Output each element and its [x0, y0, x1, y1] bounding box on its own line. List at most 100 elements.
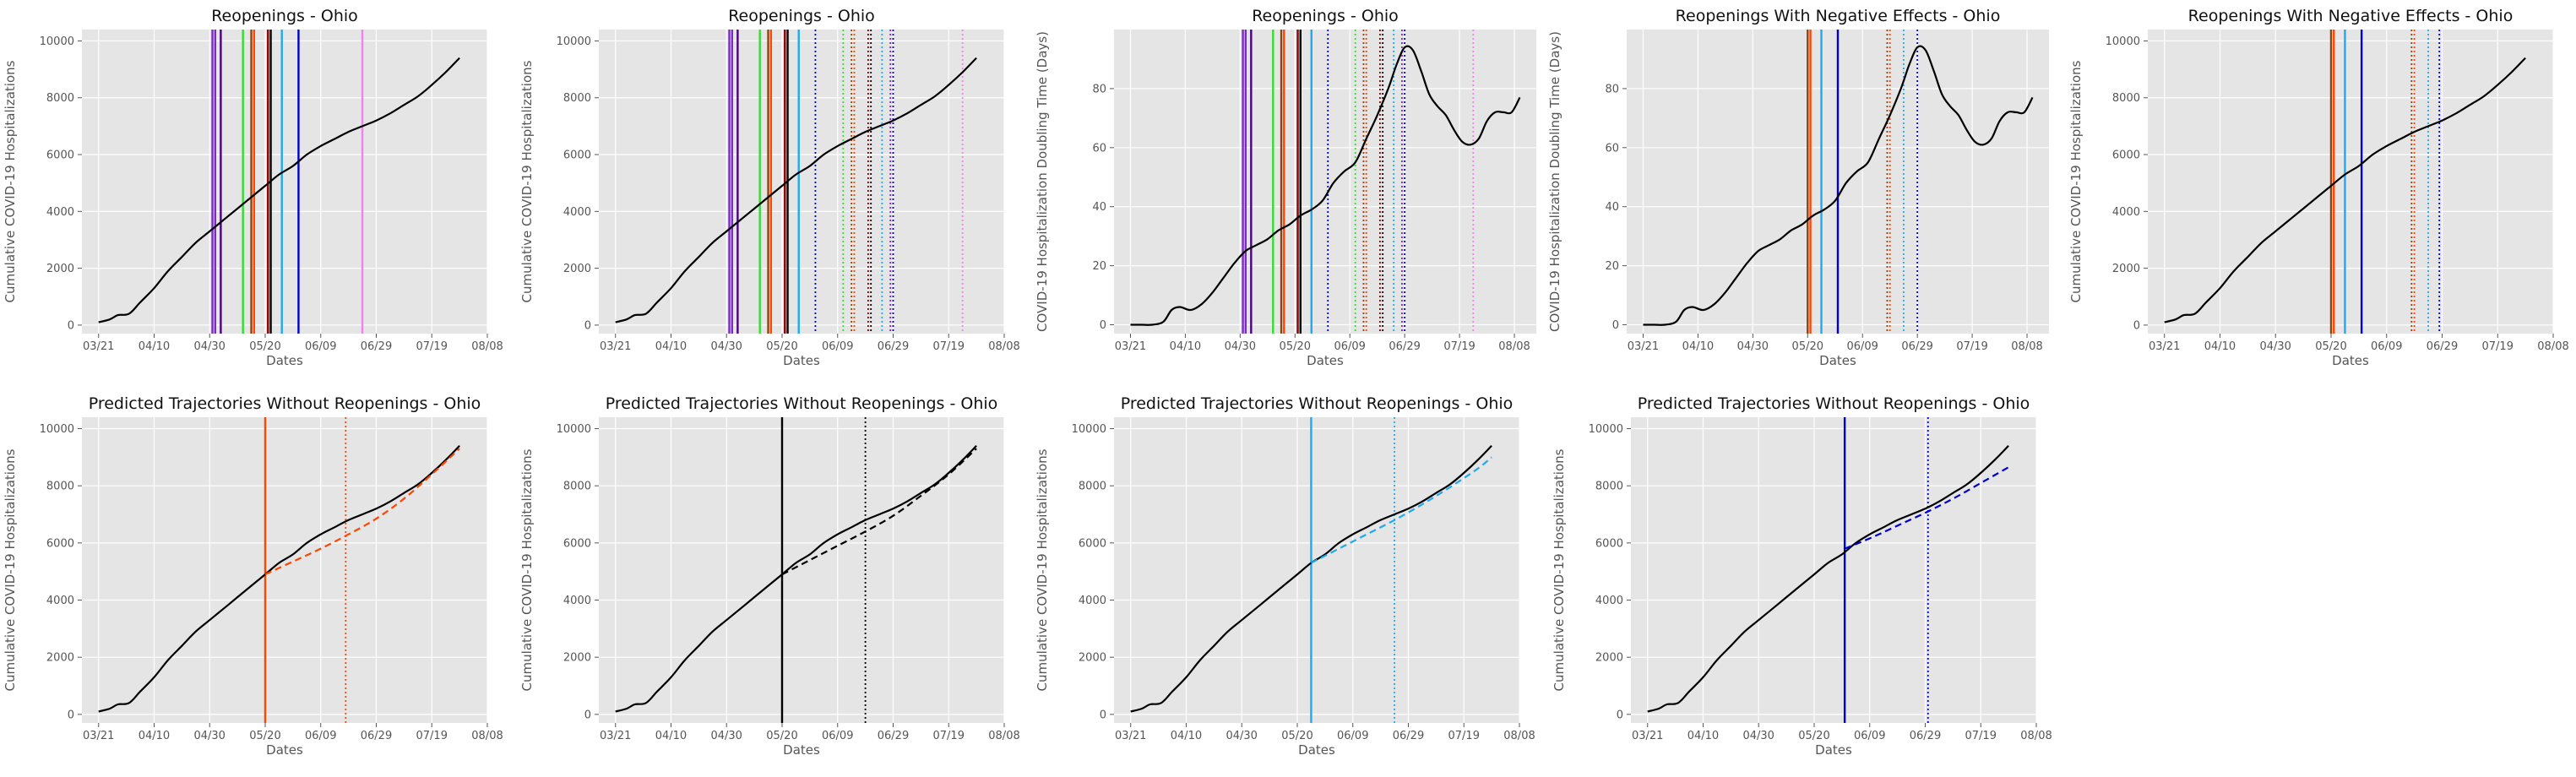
x-tick-label: 06/09 — [305, 340, 336, 353]
y-tick-label: 0 — [68, 319, 74, 332]
observed-line — [1647, 445, 2009, 713]
x-tick-label: 06/29 — [1901, 340, 1932, 353]
y-tick-label: 8000 — [46, 92, 74, 105]
x-tick-label: 07/19 — [933, 730, 965, 742]
x-tick-label: 06/29 — [361, 340, 392, 353]
chart-panel: 03/21 04/10 04/30 05/20 06/09 06/29 07/19 08/08… — [1036, 394, 1535, 758]
plot-area — [599, 30, 1004, 334]
x-tick-label: 08/08 — [988, 340, 1019, 353]
x-tick-label: 06/29 — [2427, 340, 2458, 353]
x-tick-label: 05/20 — [1280, 340, 1311, 353]
chart-title: Reopenings With Negative Effects - Ohio — [1676, 7, 2001, 25]
x-tick-label: 06/29 — [1389, 340, 1420, 353]
y-tick-label: 6000 — [2112, 149, 2140, 162]
chart-title: Reopenings With Negative Effects - Ohio — [2188, 7, 2514, 25]
x-tick-label: 04/30 — [1226, 730, 1257, 742]
observed-line — [615, 445, 977, 713]
chart-panel: 03/21 04/10 04/30 05/20 06/09 06/29 07/19 08/08… — [1549, 7, 2049, 368]
y-tick-label: 4000 — [1595, 595, 1623, 607]
x-tick-label: 04/30 — [1742, 730, 1774, 742]
chart-panel: 03/21 04/10 04/30 05/20 06/09 06/29 07/19 08/08… — [4, 7, 503, 368]
x-axis-label: Dates — [783, 742, 820, 758]
y-axis-label: Cumulative COVID-19 Hospitalizations — [521, 60, 535, 302]
plot-area — [82, 417, 487, 723]
y-tick-label: 40 — [1092, 201, 1106, 214]
y-axis-label: COVID-19 Hospitalization Doubling Time (… — [1549, 31, 1562, 332]
y-tick-label: 0 — [1100, 319, 1106, 332]
x-tick-label: 05/20 — [766, 340, 797, 353]
x-tick-label: 07/19 — [1956, 340, 1987, 353]
x-tick-label: 08/08 — [2011, 340, 2042, 353]
x-tick-label: 03/21 — [1115, 340, 1146, 353]
y-tick-label: 2000 — [46, 652, 74, 665]
y-tick-label: 2000 — [563, 263, 591, 275]
x-tick-label: 06/09 — [822, 340, 853, 353]
x-tick-label: 06/09 — [1334, 340, 1365, 353]
y-tick-label: 80 — [1092, 83, 1106, 95]
chart-title: Reopenings - Ohio — [211, 7, 358, 25]
observed-line — [2164, 57, 2526, 323]
y-tick-label: 2000 — [46, 263, 74, 275]
plot-area — [599, 417, 1004, 723]
x-tick-label: 06/09 — [822, 730, 853, 742]
predicted-trajectory-line — [1310, 456, 1492, 564]
y-tick-label: 20 — [1092, 260, 1106, 273]
y-tick-label: 8000 — [563, 92, 591, 105]
x-tick-label: 06/09 — [1854, 730, 1885, 742]
x-tick-label: 08/08 — [988, 730, 1019, 742]
y-tick-label: 8000 — [1079, 481, 1106, 493]
y-tick-label: 6000 — [46, 537, 74, 550]
x-axis-label: Dates — [783, 353, 820, 368]
y-axis-label: Cumulative COVID-19 Hospitalizations — [4, 60, 18, 302]
x-tick-label: 07/19 — [1965, 730, 1997, 742]
observed-line — [615, 57, 977, 323]
plot-area — [82, 30, 487, 334]
x-tick-label: 04/10 — [1682, 340, 1714, 353]
chart-panel: 03/21 04/10 04/30 05/20 06/09 06/29 07/19 08/08… — [521, 394, 1019, 758]
y-tick-label: 0 — [1617, 709, 1623, 721]
y-tick-label: 20 — [1605, 260, 1619, 273]
y-tick-label: 4000 — [46, 206, 74, 219]
x-tick-label: 04/10 — [1687, 730, 1719, 742]
y-tick-label: 4000 — [563, 595, 591, 607]
x-tick-label: 03/21 — [600, 340, 631, 353]
x-tick-label: 03/21 — [1628, 340, 1659, 353]
y-tick-label: 40 — [1605, 201, 1619, 214]
y-tick-label: 4000 — [46, 595, 74, 607]
x-tick-label: 06/29 — [878, 340, 909, 353]
x-tick-label: 06/29 — [361, 730, 392, 742]
chart-panel: 03/21 04/10 04/30 05/20 06/09 06/29 07/19 08/08… — [521, 7, 1019, 368]
x-tick-label: 04/30 — [2259, 340, 2291, 353]
y-tick-label: 6000 — [563, 537, 591, 550]
x-tick-label: 05/20 — [1798, 730, 1829, 742]
chart-title: Predicted Trajectories Without Reopening… — [89, 394, 481, 413]
x-tick-label: 04/10 — [2204, 340, 2236, 353]
x-tick-label: 08/08 — [1498, 340, 1530, 353]
y-tick-label: 4000 — [2112, 206, 2140, 219]
x-tick-label: 08/08 — [1503, 730, 1535, 742]
x-axis-label: Dates — [1298, 742, 1335, 758]
y-tick-label: 8000 — [46, 481, 74, 493]
chart-panel: 03/21 04/10 04/30 05/20 06/09 06/29 07/19 08/08… — [2070, 7, 2568, 368]
x-tick-label: 07/19 — [1443, 340, 1475, 353]
x-tick-label: 05/20 — [249, 730, 280, 742]
x-tick-label: 04/10 — [139, 730, 170, 742]
x-tick-label: 05/20 — [1792, 340, 1823, 353]
plot-area — [1114, 417, 1519, 723]
y-tick-label: 2000 — [1595, 652, 1623, 665]
y-tick-label: 0 — [584, 319, 591, 332]
observed-line — [1130, 45, 1521, 326]
x-axis-label: Dates — [2332, 353, 2369, 368]
y-tick-label: 8000 — [2112, 92, 2140, 105]
y-tick-label: 0 — [584, 709, 591, 721]
chart-title: Predicted Trajectories Without Reopening… — [1638, 394, 2030, 413]
x-axis-label: Dates — [1307, 353, 1344, 368]
x-tick-label: 08/08 — [2537, 340, 2568, 353]
y-axis-label: Cumulative COVID-19 Hospitalizations — [1553, 448, 1567, 691]
x-tick-label: 05/20 — [1281, 730, 1312, 742]
y-tick-label: 6000 — [46, 149, 74, 162]
y-tick-label: 0 — [68, 709, 74, 721]
plot-area — [1114, 30, 1536, 334]
x-tick-label: 04/30 — [710, 730, 742, 742]
